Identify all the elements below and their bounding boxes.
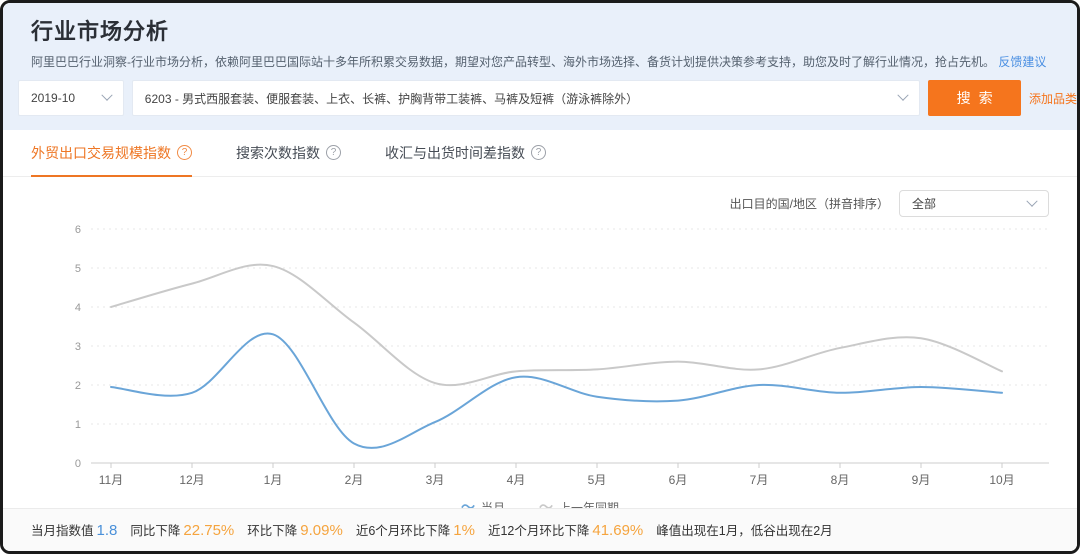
x-axis-tick-label: 12月	[179, 473, 204, 487]
chevron-down-icon	[101, 89, 113, 101]
feedback-link[interactable]: 反馈建议	[998, 55, 1047, 69]
add-category-link[interactable]: 添加品类	[1028, 91, 1077, 106]
help-icon[interactable]: ?	[326, 145, 341, 160]
page-description: 阿里巴巴行业洞察-行业市场分析，依赖阿里巴巴国际站十多年所积累交易数据，期望对您…	[31, 53, 1049, 70]
stat-6month-decline: 近6个月环比下降 1%	[356, 520, 475, 539]
chevron-down-icon	[1026, 195, 1038, 207]
y-axis-tick-label: 0	[75, 458, 81, 470]
stats-summary: 峰值出现在1月，低谷出现在2月	[656, 524, 833, 538]
stat-label: 同比下降	[130, 524, 181, 538]
tab-search-count-index[interactable]: 搜索次数指数 ?	[236, 130, 341, 177]
help-icon[interactable]: ?	[177, 145, 192, 160]
x-axis-tick-label: 3月	[426, 473, 445, 487]
series-line-上一年同期	[110, 263, 1003, 387]
x-axis-tick-label: 11月	[99, 473, 123, 487]
stat-label: 环比下降	[247, 524, 298, 538]
tab-payment-shipping-gap-index[interactable]: 收汇与出货时间差指数 ?	[385, 130, 546, 177]
category-select[interactable]: 6203 - 男式西服套装、便服套装、上衣、长裤、护胸背带工装裤、马裤及短裤（游…	[131, 80, 921, 116]
stat-value: 9.09%	[300, 522, 343, 539]
y-axis-tick-label: 6	[75, 224, 81, 236]
series-line-当月	[110, 332, 1003, 449]
y-axis-tick-label: 3	[75, 341, 81, 353]
tab-label: 外贸出口交易规模指数	[31, 144, 171, 161]
month-select[interactable]: 2019-10	[18, 80, 124, 116]
help-icon[interactable]: ?	[531, 145, 546, 160]
x-axis-tick-label: 4月	[507, 473, 526, 487]
stat-12month-decline: 近12个月环比下降 41.69%	[488, 520, 643, 539]
chevron-down-icon	[897, 89, 910, 101]
region-select-value: 全部	[912, 197, 937, 211]
x-axis-tick-label: 5月	[588, 473, 607, 487]
stat-value: 1%	[453, 522, 475, 539]
stat-label: 近12个月环比下降	[487, 524, 590, 538]
stat-mom-decline: 环比下降 9.09%	[247, 520, 343, 539]
page-description-text: 阿里巴巴行业洞察-行业市场分析，依赖阿里巴巴国际站十多年所积累交易数据，期望对您…	[31, 55, 996, 69]
stat-label: 近6个月环比下降	[355, 524, 451, 538]
stat-current-index: 当月指数值 1.8	[31, 520, 117, 539]
stat-label: 当月指数值	[31, 524, 94, 538]
line-chart: 0 1 2 3 4 5 6 11月 12月 1月 2月 3月 4月 5月 6月 7月 8月 9月 10月	[75, 224, 1049, 487]
x-axis-tick-label: 8月	[831, 473, 850, 487]
tab-export-trade-index[interactable]: 外贸出口交易规模指数 ?	[31, 130, 192, 177]
stat-value: 41.69%	[592, 522, 644, 539]
page-header: 行业市场分析 阿里巴巴行业洞察-行业市场分析，依赖阿里巴巴国际站十多年所积累交易…	[3, 3, 1077, 130]
month-select-value: 2019-10	[31, 91, 76, 105]
tab-label: 收汇与出货时间差指数	[385, 144, 525, 161]
stat-yoy-decline: 同比下降 22.75%	[130, 520, 234, 539]
y-axis-tick-label: 1	[75, 419, 81, 431]
search-button[interactable]: 搜索	[928, 80, 1021, 116]
y-axis-tick-label: 5	[75, 263, 81, 275]
y-axis-tick-label: 4	[75, 302, 81, 314]
x-axis-tick-label: 10月	[989, 473, 1014, 487]
category-select-value: 6203 - 男式西服套装、便服套装、上衣、长裤、护胸背带工装裤、马裤及短裤（游…	[144, 91, 639, 106]
filter-row: 2019-10 6203 - 男式西服套装、便服套装、上衣、长裤、护胸背带工装裤…	[18, 80, 1077, 116]
region-select[interactable]: 全部	[899, 190, 1049, 217]
tab-label: 搜索次数指数	[236, 144, 320, 161]
chart-controls: 出口目的国/地区（拼音排序） 全部	[3, 177, 1077, 217]
stat-value: 1.8	[96, 522, 118, 539]
x-axis-tick-label: 9月	[912, 473, 931, 487]
region-select-label: 出口目的国/地区（拼音排序）	[729, 197, 889, 211]
tab-bar: 外贸出口交易规模指数 ? 搜索次数指数 ? 收汇与出货时间差指数 ?	[3, 130, 1077, 177]
stats-bar: 当月指数值 1.8 同比下降 22.75% 环比下降 9.09% 近6个月环比下…	[3, 508, 1077, 551]
stat-value: 22.75%	[183, 522, 235, 539]
x-axis-tick-label: 2月	[345, 473, 364, 487]
x-axis-tick-label: 6月	[669, 473, 688, 487]
y-axis-tick-label: 2	[75, 380, 81, 392]
page-title: 行业市场分析	[31, 19, 170, 44]
x-axis-tick-label: 1月	[264, 473, 283, 487]
x-axis-tick-label: 7月	[750, 473, 769, 487]
